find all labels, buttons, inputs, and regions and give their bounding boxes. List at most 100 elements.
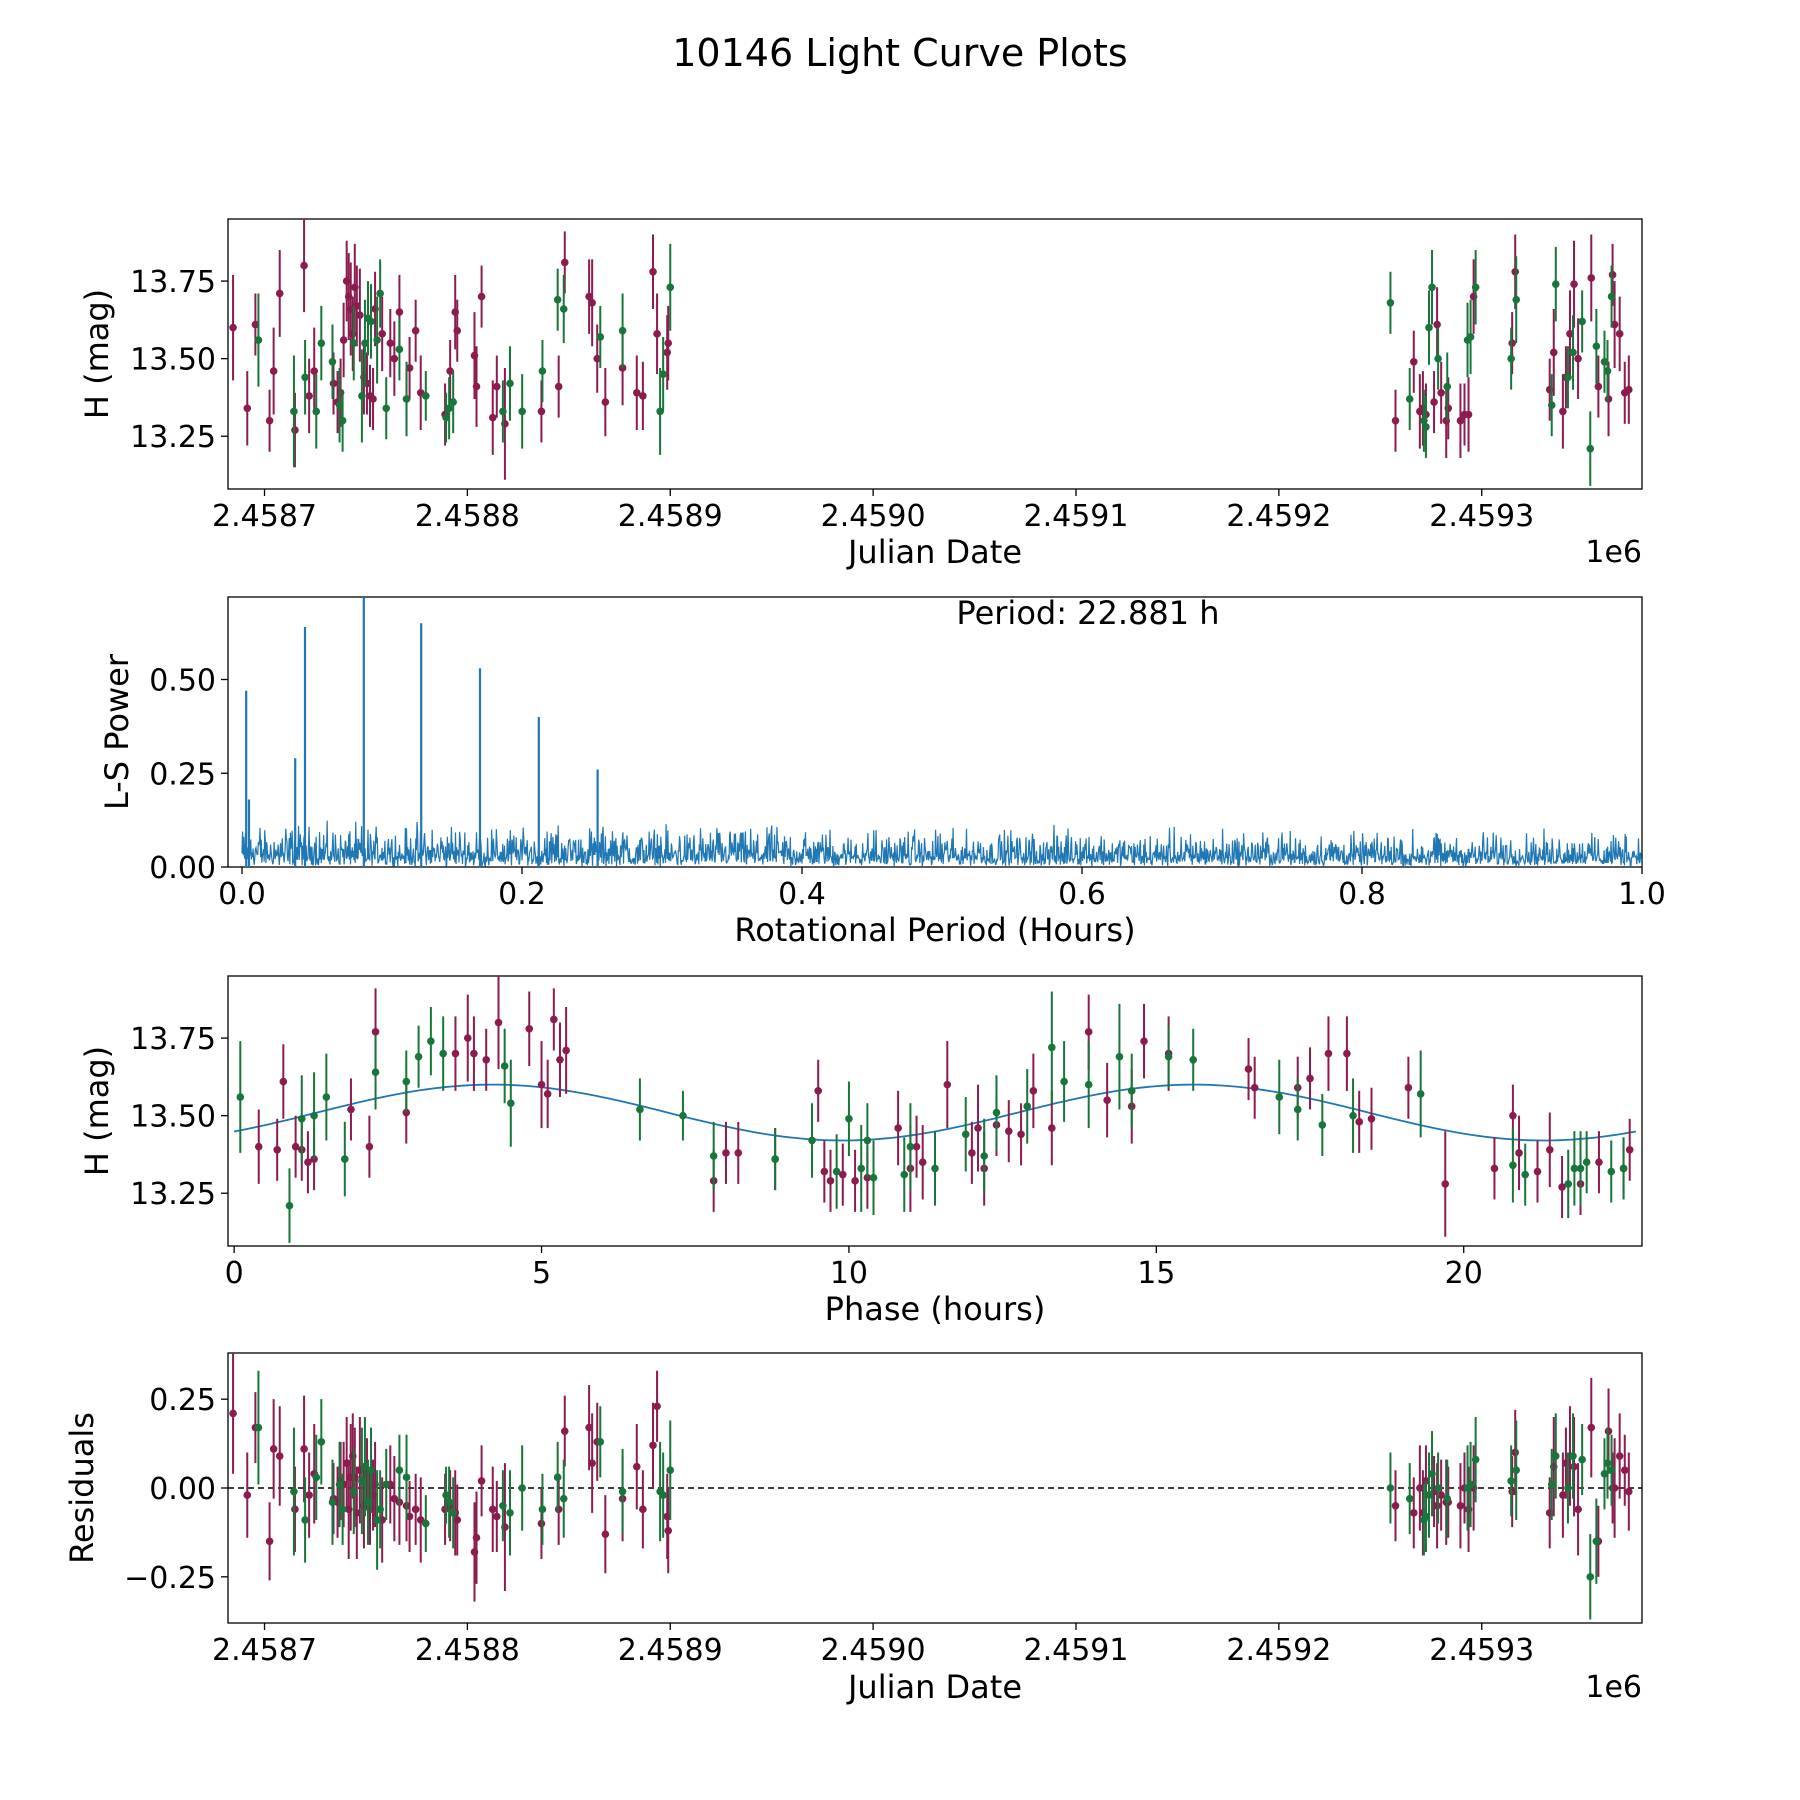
point-marker (1547, 1480, 1556, 1489)
red-data-point (1029, 1053, 1038, 1129)
point-marker (335, 401, 344, 410)
point-marker (1425, 323, 1433, 332)
y-tick-label: 0.00 (149, 1472, 216, 1507)
green-data-point (596, 1406, 605, 1478)
red-data-point (482, 1028, 491, 1091)
red-data-point (1103, 1062, 1111, 1138)
point-marker (1610, 1484, 1619, 1492)
green-data-point (371, 1034, 380, 1110)
point-marker (659, 1491, 667, 1499)
point-marker (664, 1526, 673, 1535)
green-data-point (1512, 256, 1521, 344)
point-marker (369, 395, 377, 403)
point-marker (1355, 1118, 1363, 1126)
red-data-point (1625, 355, 1633, 424)
point-marker (820, 1167, 829, 1176)
point-marker (722, 1149, 730, 1157)
red-data-point (411, 299, 420, 362)
point-marker (543, 1090, 552, 1098)
point-marker (1464, 410, 1473, 419)
x-tick-label: 2.4591 (1024, 499, 1129, 534)
point-marker (349, 1487, 358, 1496)
point-marker (361, 339, 369, 347)
green-data-point (358, 349, 366, 443)
red-data-point (537, 380, 546, 443)
point-marker (553, 295, 562, 304)
green-data-point (1564, 1149, 1573, 1219)
point-marker (1434, 1484, 1442, 1492)
y-tick-label: 0.25 (149, 1383, 216, 1418)
point-marker (1017, 1130, 1025, 1139)
red-data-point (894, 1090, 902, 1166)
red-data-point (300, 219, 308, 313)
point-marker (1391, 1501, 1400, 1510)
green-data-point (1586, 1534, 1595, 1620)
green-data-point (361, 299, 369, 387)
point-marker (1416, 1090, 1425, 1098)
green-data-point (427, 1007, 435, 1076)
red-data-point (477, 1445, 486, 1517)
red-data-point (353, 265, 361, 347)
green-data-point (395, 1434, 404, 1506)
green-data-point (961, 1097, 970, 1172)
point-marker (1437, 388, 1445, 397)
point-marker (653, 1402, 661, 1411)
point-marker (317, 1438, 326, 1446)
green-data-point (857, 1124, 866, 1212)
point-marker (364, 1498, 372, 1507)
green-data-point (499, 380, 507, 443)
point-marker (1456, 1501, 1465, 1510)
green-data-point (317, 305, 326, 381)
point-marker (395, 1466, 404, 1475)
point-marker (329, 379, 338, 388)
green-data-point (1115, 1003, 1124, 1110)
red-data-point (664, 305, 673, 381)
red-data-point (229, 1353, 237, 1474)
green-data-point (832, 1134, 841, 1209)
green-data-point (559, 274, 568, 344)
point-marker (1456, 416, 1465, 425)
red-data-point (300, 1395, 308, 1503)
y-tick-label: 13.25 (130, 420, 216, 455)
green-data-point (364, 1459, 372, 1545)
red-data-point (265, 1502, 274, 1581)
point-marker (358, 1477, 366, 1485)
point-marker (243, 1491, 252, 1499)
point-marker (300, 1445, 308, 1453)
green-data-point (553, 1441, 562, 1513)
point-marker (1434, 354, 1442, 363)
red-data-point (814, 1059, 822, 1122)
green-data-point (402, 1434, 411, 1520)
green-data-point (636, 1078, 644, 1141)
point-marker (1507, 354, 1515, 363)
red-data-point (734, 1121, 743, 1184)
y-tick-label: 0.50 (149, 664, 216, 699)
green-data-point (1600, 330, 1609, 393)
green-data-point (518, 374, 526, 449)
point-marker (365, 1142, 374, 1151)
point-marker (411, 326, 420, 335)
green-data-point (1603, 340, 1612, 403)
green-data-point (808, 1103, 816, 1178)
phased-data-points (233, 976, 1637, 1243)
point-marker (553, 1473, 562, 1482)
point-marker (338, 416, 347, 425)
green-data-point (414, 1025, 423, 1088)
point-marker (636, 1105, 644, 1114)
point-marker (312, 1473, 321, 1482)
point-marker (664, 339, 673, 347)
residuals-x-label: Julian Date (846, 1668, 1022, 1706)
point-marker (1515, 1149, 1523, 1157)
green-data-point (349, 305, 358, 381)
point-marker (679, 1111, 687, 1120)
point-marker (639, 392, 647, 400)
green-data-point (236, 1041, 245, 1153)
red-data-point (1566, 290, 1574, 378)
red-data-point (273, 1118, 281, 1181)
green-data-point (1576, 1131, 1585, 1206)
red-data-point (453, 1484, 462, 1556)
point-marker (243, 404, 252, 413)
point-marker (992, 1108, 1001, 1117)
phased-panel: 0 5 10 15 20 13.25 13.50 13.75 Phase (hours) H… (78, 975, 1643, 1328)
green-data-point (1084, 1041, 1093, 1129)
